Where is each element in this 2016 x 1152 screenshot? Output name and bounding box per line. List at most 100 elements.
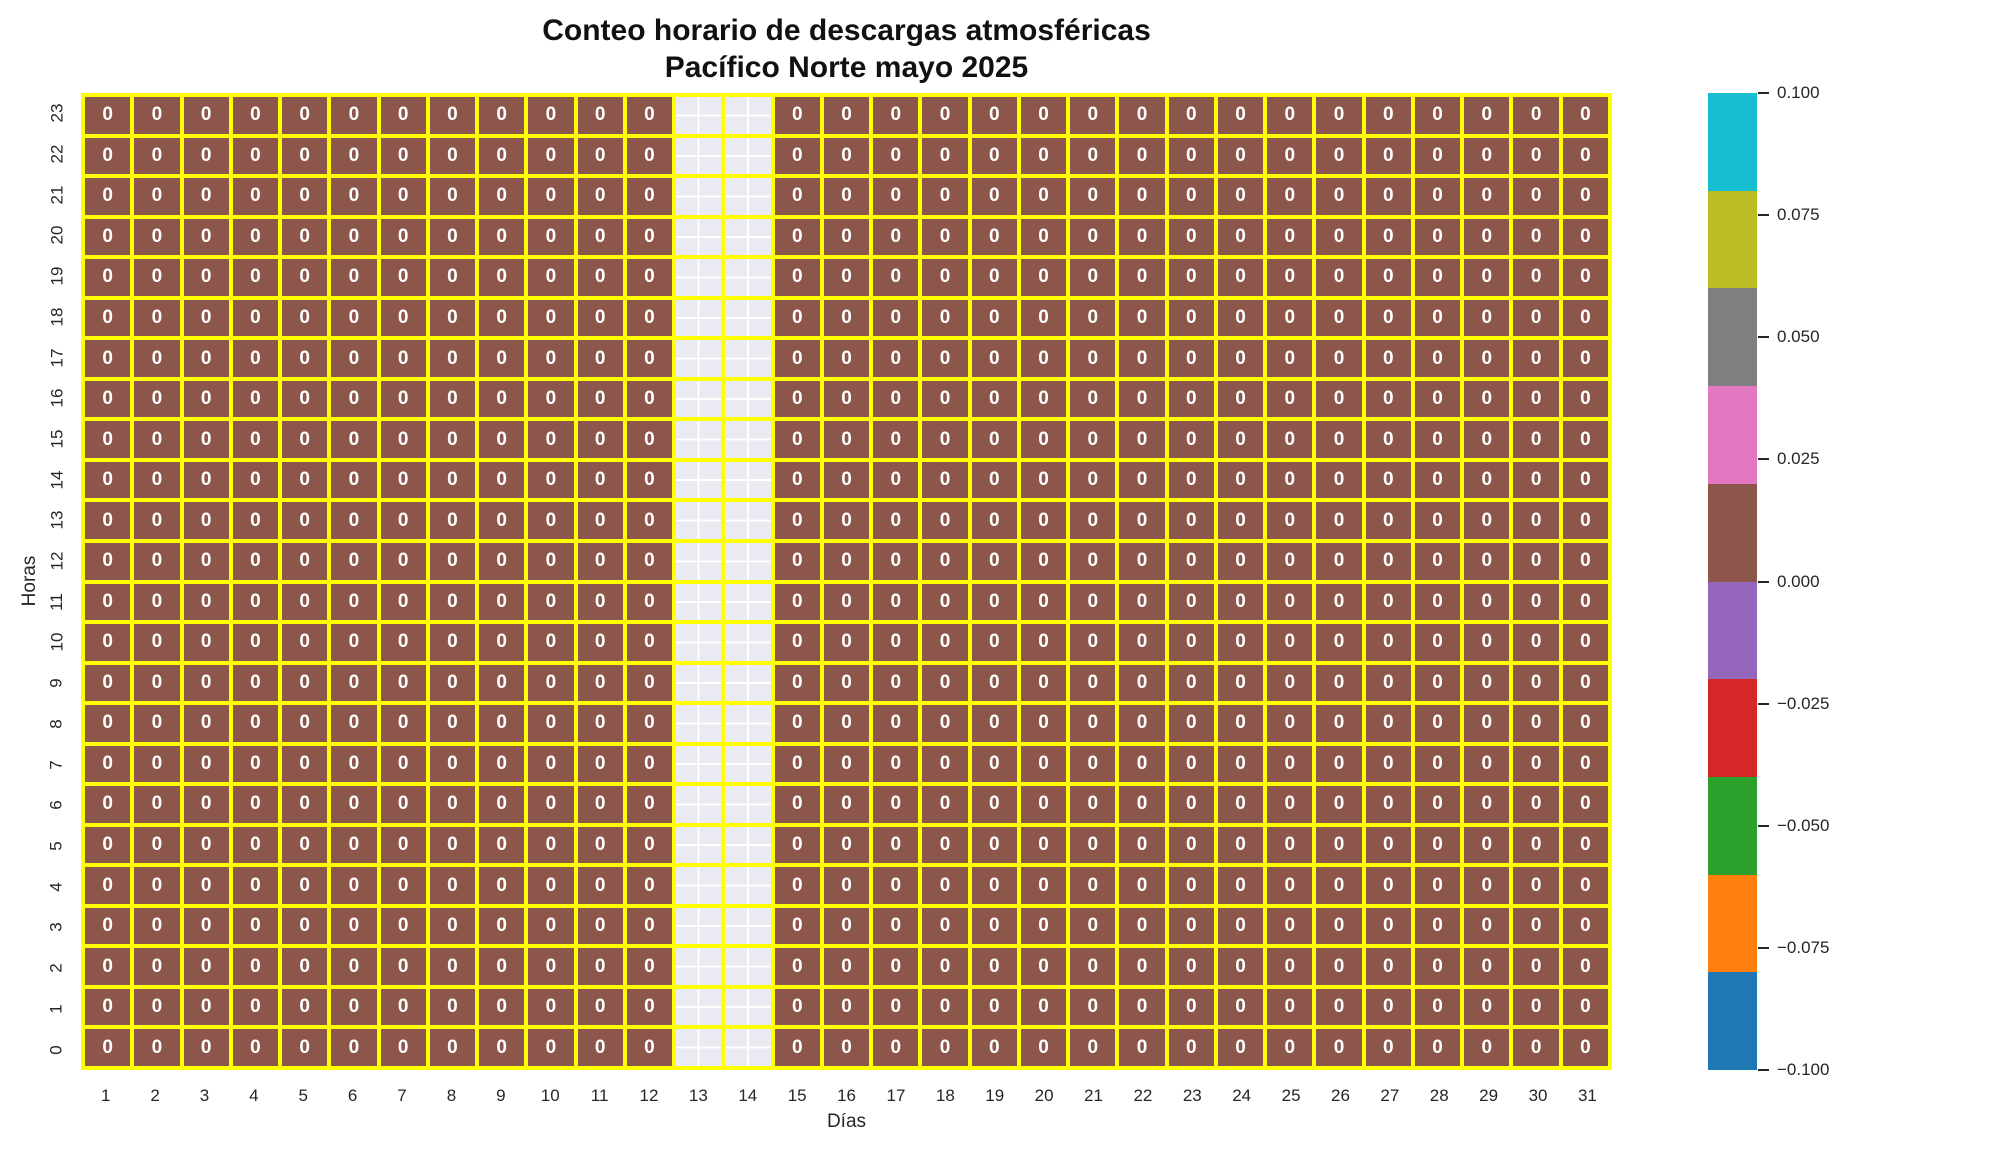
heatmap-cell: 0	[1316, 421, 1362, 458]
heatmap-cell-missing	[725, 502, 771, 539]
heatmap-cell: 0	[626, 461, 673, 499]
heatmap-cell: 0	[1168, 583, 1214, 621]
heatmap-cell: 0	[1020, 542, 1067, 580]
heatmap-cell: 0	[331, 664, 377, 702]
heatmap-cell: 0	[823, 624, 870, 661]
heatmap-cell: 0	[232, 380, 279, 418]
heatmap-cell: 0	[774, 705, 820, 742]
heatmap-cell: 0	[823, 948, 870, 985]
heatmap-cell: 0	[1267, 988, 1313, 1026]
heatmap-cell: 0	[626, 340, 673, 377]
x-tick-label: 17	[886, 1086, 906, 1105]
heatmap-cell: 0	[232, 948, 279, 985]
heatmap-cell: 0	[232, 786, 279, 823]
heatmap-cell: 0	[183, 826, 229, 864]
x-tick-label: 18	[935, 1086, 955, 1105]
heatmap-cell: 0	[1119, 624, 1165, 661]
heatmap-cell: 0	[873, 624, 919, 661]
heatmap-cell: 0	[971, 340, 1017, 377]
heatmap-cell: 0	[85, 664, 131, 702]
heatmap-cell: 0	[626, 542, 673, 580]
heatmap-cell: 0	[626, 583, 673, 621]
heatmap-cell: 0	[429, 948, 476, 985]
colorbar-tick-mark	[1758, 702, 1769, 705]
heatmap-cell: 0	[626, 421, 673, 458]
heatmap-cell: 0	[331, 948, 377, 985]
heatmap-cell: 0	[429, 299, 476, 337]
heatmap-cell: 0	[528, 907, 574, 945]
heatmap-cell: 0	[971, 988, 1017, 1026]
heatmap-cell: 0	[823, 502, 870, 539]
heatmap-cell: 0	[1513, 988, 1559, 1026]
heatmap-cell: 0	[873, 542, 919, 580]
heatmap-cell: 0	[1513, 421, 1559, 458]
heatmap-cell: 0	[1217, 583, 1264, 621]
heatmap-cell: 0	[1365, 948, 1411, 985]
heatmap-cell: 0	[1020, 988, 1067, 1026]
heatmap-cell-missing	[676, 97, 722, 134]
heatmap-cell: 0	[922, 542, 968, 580]
heatmap-cell: 0	[971, 259, 1017, 296]
y-axis-label: Horas	[19, 555, 40, 607]
heatmap-cell: 0	[479, 786, 525, 823]
heatmap-cell-missing	[725, 542, 771, 580]
heatmap-cell: 0	[429, 461, 476, 499]
heatmap-cell: 0	[1464, 705, 1510, 742]
heatmap-cell: 0	[1020, 259, 1067, 296]
heatmap-cell: 0	[1267, 380, 1313, 418]
heatmap-cell: 0	[577, 786, 623, 823]
y-axis-ticks: 23 22 21 20 19 18 17 16 15 14 13 12 11 10 9 8 7 6 5 4 3 2 1 0	[47, 93, 67, 1070]
heatmap-cell: 0	[1267, 624, 1313, 661]
heatmap-cell: 0	[232, 907, 279, 945]
heatmap-cell: 0	[577, 340, 623, 377]
colorbar-segment	[1708, 93, 1757, 191]
y-tick-label: 18	[47, 307, 67, 327]
heatmap-cell: 0	[282, 542, 328, 580]
heatmap-cell: 0	[823, 259, 870, 296]
heatmap-cell: 0	[232, 137, 279, 175]
heatmap-cell: 0	[429, 664, 476, 702]
heatmap-cell: 0	[873, 259, 919, 296]
heatmap-cell: 0	[1217, 664, 1264, 702]
x-tick-label: 29	[1479, 1086, 1499, 1105]
heatmap-cell: 0	[1414, 178, 1461, 215]
heatmap-cell: 0	[823, 988, 870, 1026]
heatmap-cell: 0	[1217, 542, 1264, 580]
heatmap-cell: 0	[331, 97, 377, 134]
heatmap-cell-missing	[725, 705, 771, 742]
heatmap-cell: 0	[528, 421, 574, 458]
heatmap-cell: 0	[380, 624, 426, 661]
heatmap-cell: 0	[922, 664, 968, 702]
heatmap-cell: 0	[134, 988, 180, 1026]
heatmap-cell: 0	[971, 624, 1017, 661]
heatmap-cell: 0	[1316, 97, 1362, 134]
colorbar-tick-mark	[1758, 92, 1769, 94]
x-tick-label: 12	[639, 1086, 659, 1105]
heatmap-cell: 0	[1513, 664, 1559, 702]
heatmap-cell: 0	[232, 218, 279, 256]
heatmap-cell: 0	[85, 421, 131, 458]
heatmap-cell: 0	[1414, 907, 1461, 945]
heatmap-cell: 0	[232, 502, 279, 539]
heatmap-cell: 0	[1562, 502, 1608, 539]
heatmap-cell: 0	[380, 380, 426, 418]
heatmap-cell: 0	[134, 1029, 180, 1066]
heatmap-cell: 0	[282, 1029, 328, 1066]
heatmap-cell: 0	[626, 218, 673, 256]
heatmap-cell: 0	[873, 421, 919, 458]
heatmap-cell: 0	[134, 664, 180, 702]
heatmap-cell: 0	[1119, 826, 1165, 864]
colorbar-tick-label: −0.075	[1777, 937, 1830, 957]
heatmap-cell: 0	[1562, 664, 1608, 702]
heatmap-cell: 0	[1562, 705, 1608, 742]
heatmap-cell: 0	[971, 826, 1017, 864]
heatmap-cell: 0	[577, 826, 623, 864]
heatmap-cell-missing	[725, 178, 771, 215]
heatmap-cell: 0	[1414, 867, 1461, 904]
heatmap-cell: 0	[282, 583, 328, 621]
heatmap-cell: 0	[1168, 907, 1214, 945]
heatmap-cell: 0	[873, 340, 919, 377]
heatmap-cell: 0	[823, 299, 870, 337]
heatmap-cell: 0	[479, 907, 525, 945]
heatmap-cell: 0	[873, 867, 919, 904]
